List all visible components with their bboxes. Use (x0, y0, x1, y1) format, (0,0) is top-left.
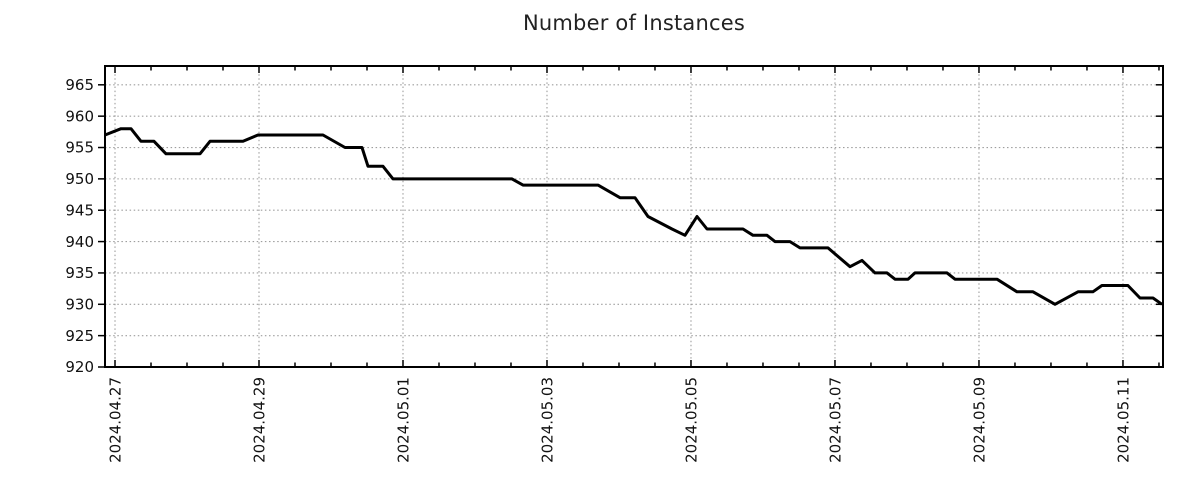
x-axis-tick-label: 2024.04.29 (251, 377, 269, 463)
y-axis-tick-label: 955 (65, 139, 94, 157)
y-axis-tick-label: 930 (65, 295, 94, 313)
x-axis-tick-label: 2024.05.11 (1114, 377, 1132, 463)
data-line-instances (104, 127, 1163, 306)
y-axis-tick-label: 920 (65, 358, 94, 376)
y-axis-tick-label: 960 (65, 107, 94, 125)
y-axis-tick-label: 935 (65, 264, 94, 282)
x-axis-tick-label: 2024.04.27 (107, 377, 125, 463)
y-axis-tick-label: 925 (65, 327, 94, 345)
y-axis-tick-label: 940 (65, 233, 94, 251)
x-axis-tick-label: 2024.05.05 (682, 377, 700, 463)
y-axis-tick-label: 965 (65, 76, 94, 94)
x-axis-tick-label: 2024.05.01 (394, 377, 412, 463)
plot-border (104, 65, 1164, 368)
x-axis-tick-label: 2024.05.03 (538, 377, 556, 463)
chart-title: Number of Instances (522, 11, 745, 35)
x-axis-tick-label: 2024.05.07 (826, 377, 844, 463)
y-axis-tick-label: 950 (65, 170, 94, 188)
x-axis-tick-label: 2024.05.09 (970, 377, 988, 463)
y-axis-tick-label: 945 (65, 201, 94, 219)
